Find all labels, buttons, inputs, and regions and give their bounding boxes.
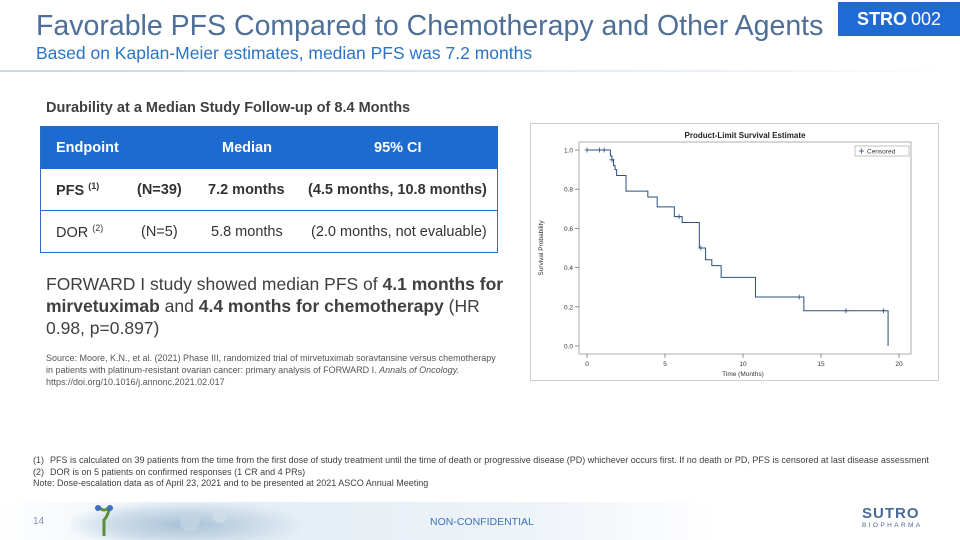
col-header-median: Median	[222, 140, 272, 156]
censored-mark	[796, 294, 802, 300]
median-cell: 5.8 months	[211, 224, 283, 240]
table-heading: Durability at a Median Study Follow-up o…	[46, 100, 411, 116]
citation-text: Source: Moore, K.N., et al. (2021) Phase…	[46, 353, 496, 375]
legend-box	[854, 145, 910, 157]
km-chart-panel: Product-Limit Survival Estimate 0.0 0.2 0.4…	[530, 123, 939, 381]
summary-text: (HR 0.98, p=0.897)	[46, 296, 480, 338]
col-header-endpoint: Endpoint	[56, 140, 119, 156]
ci-cell: (2.0 months, not evaluable)	[311, 224, 487, 240]
x-tick-label: 5	[663, 361, 667, 368]
censored-mark	[601, 147, 607, 153]
plot-frame	[578, 141, 912, 355]
table-row: DOR (2) (N=5) 5.8 months (2.0 months, no…	[41, 211, 497, 253]
col-header-ci: 95% CI	[374, 140, 422, 156]
summary-text: and	[159, 296, 199, 316]
data-note: Note: Dose-escalation data as of April 2…	[33, 478, 429, 488]
censored-mark	[676, 214, 682, 220]
logo-wordmark: SUTRO	[862, 505, 920, 522]
molecule-icon	[95, 505, 227, 536]
footnote-number: (2)	[33, 466, 44, 477]
results-table: Endpoint Median 95% CI PFS (1) (N=39) 7.…	[40, 126, 498, 253]
x-tick-label: 0	[585, 361, 589, 368]
source-citation: Source: Moore, K.N., et al. (2021) Phase…	[46, 352, 496, 388]
footnote-number: (1)	[33, 455, 44, 465]
logo-subtext: BIOPHARMA	[862, 522, 923, 529]
y-axis-label: Survival Probability	[538, 220, 545, 276]
header-divider	[0, 70, 960, 72]
page-number: 14	[33, 516, 45, 527]
summary-highlight: 4.1 months for mirvetuximab	[46, 274, 504, 316]
page-title: Favorable PFS Compared to Chemotherapy a…	[36, 10, 824, 42]
endpoint-cell: DOR (2)	[56, 223, 103, 241]
summary-text: FORWARD I study showed median PFS of	[46, 274, 383, 294]
table-row: PFS (1) (N=39) 7.2 months (4.5 months, 1…	[41, 169, 497, 211]
n-cell: (N=5)	[141, 224, 178, 240]
censored-mark	[609, 157, 615, 163]
y-tick-label: 1.0	[564, 148, 573, 155]
median-cell: 7.2 months	[208, 181, 285, 198]
censored-mark	[584, 147, 590, 153]
censored-mark	[698, 245, 704, 251]
censored-mark	[880, 308, 886, 314]
molecule-artwork	[70, 502, 300, 540]
forward-study-summary: FORWARD I study showed median PFS of 4.1…	[46, 273, 506, 339]
x-axis-label: Time (Months)	[722, 371, 764, 378]
censored-mark	[843, 308, 849, 314]
ci-cell: (4.5 months, 10.8 months)	[308, 181, 487, 198]
censored-mark	[596, 147, 602, 153]
legend-marker	[859, 148, 864, 154]
y-tick-label: 0.2	[564, 304, 573, 311]
km-chart: Product-Limit Survival Estimate 0.0 0.2 0.4…	[538, 131, 912, 378]
footnote-text: DOR is on 5 patients on confirmed respon…	[50, 466, 306, 477]
y-tick-label: 0.0	[564, 344, 573, 351]
footnote: (1) PFS is calculated on 39 patients fro…	[33, 455, 933, 467]
summary-highlight: 4.4 months for chemotherapy	[198, 296, 444, 316]
footnote: (2) DOR is on 5 patients on confirmed re…	[33, 467, 933, 479]
footnote-text: PFS is calculated on 39 patients from th…	[50, 455, 929, 465]
x-tick-label: 20	[895, 361, 903, 368]
page-subtitle: Based on Kaplan-Meier estimates, median …	[36, 43, 533, 63]
y-tick-label: 0.8	[564, 187, 573, 194]
citation-doi: https://doi.org/10.1016/j.annonc.2021.02…	[46, 377, 225, 387]
endpoint-label: PFS	[56, 182, 85, 199]
survival-curve	[587, 149, 889, 346]
citation-journal: Annals of Oncology.	[379, 365, 460, 375]
footnote-ref: (2)	[92, 223, 104, 234]
badge-number: 002	[910, 8, 942, 29]
company-logo: SUTRO BIOPHARMA	[862, 506, 936, 534]
y-tick-label: 0.4	[564, 265, 573, 272]
x-tick-label: 15	[817, 361, 825, 368]
x-tick-label: 10	[739, 361, 747, 368]
program-badge: STRO 002	[838, 2, 960, 36]
footnotes: (1) PFS is calculated on 39 patients fro…	[33, 455, 933, 490]
legend-label: Censored	[867, 149, 896, 156]
y-tick-label: 0.6	[564, 226, 573, 233]
endpoint-label: DOR	[56, 224, 89, 241]
confidentiality-label: NON-CONFIDENTIAL	[430, 516, 534, 528]
footnote-ref: (1)	[88, 180, 100, 191]
endpoint-cell: PFS (1)	[56, 181, 99, 199]
chart-title: Product-Limit Survival Estimate	[685, 131, 806, 140]
n-cell: (N=39)	[137, 181, 182, 198]
table-header-row: Endpoint Median 95% CI	[41, 127, 497, 169]
badge-label: STRO	[856, 8, 907, 29]
